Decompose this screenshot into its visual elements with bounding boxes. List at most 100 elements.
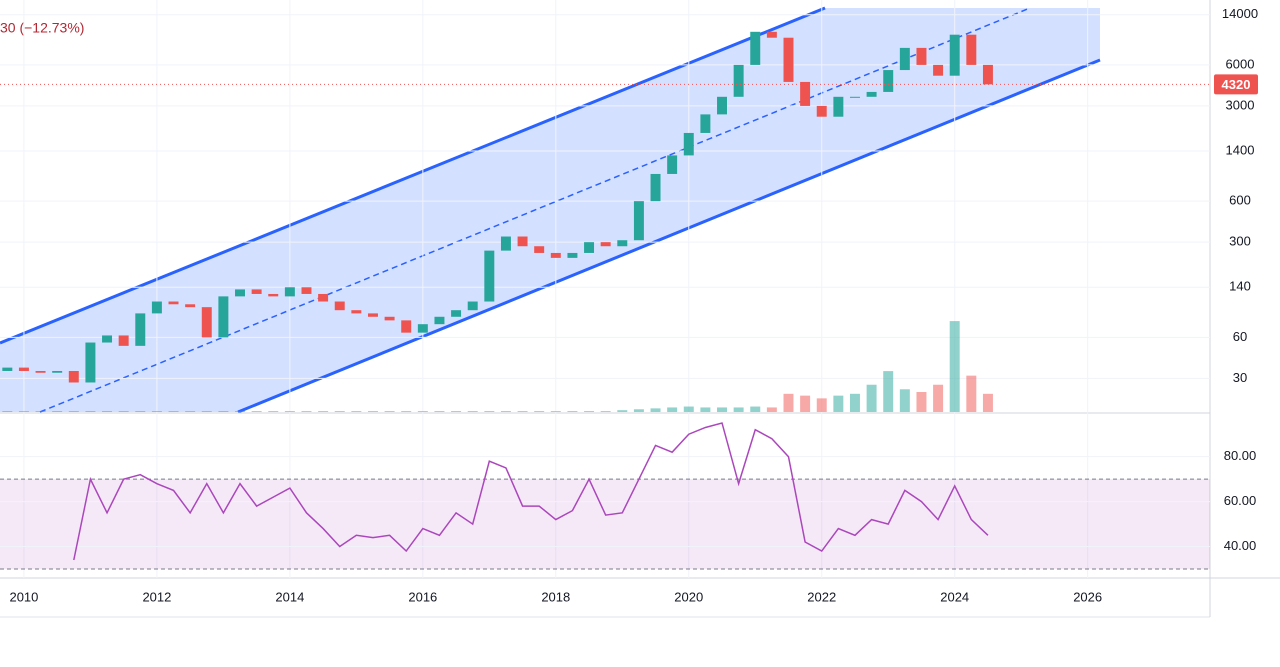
- volume-bar: [849, 393, 860, 412]
- volume-bar: [683, 406, 694, 412]
- volume-bar: [351, 411, 362, 412]
- x-tick-label: 2012: [142, 589, 171, 604]
- candle-body: [284, 287, 295, 297]
- candle-body: [334, 301, 345, 311]
- volume-bar: [367, 411, 378, 412]
- candle-body: [102, 335, 113, 343]
- volume-bar: [218, 411, 229, 412]
- y-tick-label: 6000: [1226, 56, 1255, 71]
- volume-bar: [451, 411, 462, 412]
- candle-body: [118, 335, 129, 346]
- y-tick-label: 40.00: [1224, 538, 1257, 553]
- volume-bar: [268, 411, 279, 412]
- change-annotation: 30 (−12.73%): [0, 20, 84, 36]
- x-tick-label: 2022: [807, 589, 836, 604]
- candle-body: [534, 246, 545, 253]
- candle-body: [683, 132, 694, 156]
- volume-bar: [783, 393, 794, 412]
- candle-body: [883, 70, 894, 92]
- y-tick-label: 600: [1229, 193, 1251, 208]
- volume-bar: [301, 411, 312, 412]
- volume-bar: [484, 411, 495, 412]
- x-tick-label: 2018: [541, 589, 570, 604]
- channel-middle: [39, 7, 1031, 413]
- candle-body: [18, 367, 29, 371]
- candle-body: [384, 316, 395, 321]
- candle-body: [550, 252, 561, 258]
- candle-body: [800, 81, 811, 106]
- candle-body: [933, 64, 944, 76]
- volume-bar: [417, 411, 428, 412]
- volume-bar: [800, 395, 811, 412]
- candle-body: [700, 114, 711, 133]
- candle-body: [982, 64, 993, 85]
- y-tick-label: 60.00: [1224, 493, 1257, 508]
- volume-bar: [816, 398, 827, 412]
- candle-body: [766, 31, 777, 38]
- x-tick-label: 2020: [674, 589, 703, 604]
- y-tick-label: 300: [1229, 234, 1251, 249]
- candle-body: [517, 236, 528, 247]
- volume-bar: [318, 411, 329, 412]
- y-tick-label: 60: [1233, 329, 1247, 344]
- candle-body: [52, 370, 63, 373]
- candle-body: [417, 324, 428, 333]
- volume-bar: [550, 411, 561, 412]
- y-tick-label: 140: [1229, 279, 1251, 294]
- candle-body: [567, 252, 578, 258]
- candle-body: [966, 34, 977, 65]
- volume-bar: [617, 410, 628, 412]
- volume-bar: [833, 395, 844, 412]
- candle-body: [750, 31, 761, 65]
- candle-body: [235, 289, 245, 297]
- candle-body: [650, 173, 661, 202]
- volume-bar: [251, 411, 262, 412]
- volume-bar: [733, 407, 744, 412]
- volume-bar: [883, 371, 894, 412]
- candle-body: [301, 287, 312, 294]
- y-tick-label: 14000: [1222, 6, 1258, 21]
- volume-bar: [750, 406, 761, 412]
- y-tick-label: 1400: [1226, 142, 1255, 157]
- x-tick-label: 2026: [1073, 589, 1102, 604]
- candle-body: [733, 64, 744, 97]
- candle-body: [916, 47, 927, 65]
- candle-body: [85, 342, 96, 383]
- volume-bar: [185, 411, 196, 412]
- candle-body: [617, 240, 628, 247]
- volume-bar: [650, 408, 661, 412]
- candle-body: [833, 96, 844, 117]
- volume-bar: [434, 411, 445, 412]
- volume-bar: [102, 411, 113, 412]
- y-tick-label: 3000: [1226, 97, 1255, 112]
- volume-bar: [667, 407, 678, 412]
- y-tick-label: 80.00: [1224, 448, 1257, 463]
- volume-bar: [168, 411, 179, 412]
- volume-bar: [284, 411, 295, 412]
- candle-body: [899, 47, 910, 71]
- candle-body: [717, 96, 727, 115]
- volume-bar: [18, 411, 29, 412]
- x-tick-label: 2010: [9, 589, 38, 604]
- volume-bar: [966, 375, 977, 412]
- candle-body: [2, 367, 13, 371]
- candle-body: [500, 236, 511, 251]
- x-tick-label: 2014: [275, 589, 304, 604]
- volume-bar: [384, 411, 395, 412]
- candle-body: [667, 155, 678, 174]
- volume-bar: [633, 409, 644, 412]
- candle-body: [600, 242, 611, 247]
- volume-bar: [584, 411, 595, 412]
- candle-body: [168, 301, 179, 305]
- volume-bar: [52, 411, 63, 412]
- candle-body: [467, 301, 478, 311]
- volume-bar: [982, 393, 993, 412]
- candle-body: [584, 242, 595, 253]
- candle-body: [201, 307, 212, 338]
- candle-body: [251, 289, 262, 294]
- volume-bar: [401, 411, 412, 412]
- x-tick-label: 2016: [408, 589, 437, 604]
- volume-bar: [467, 411, 478, 412]
- candle-body: [135, 313, 146, 346]
